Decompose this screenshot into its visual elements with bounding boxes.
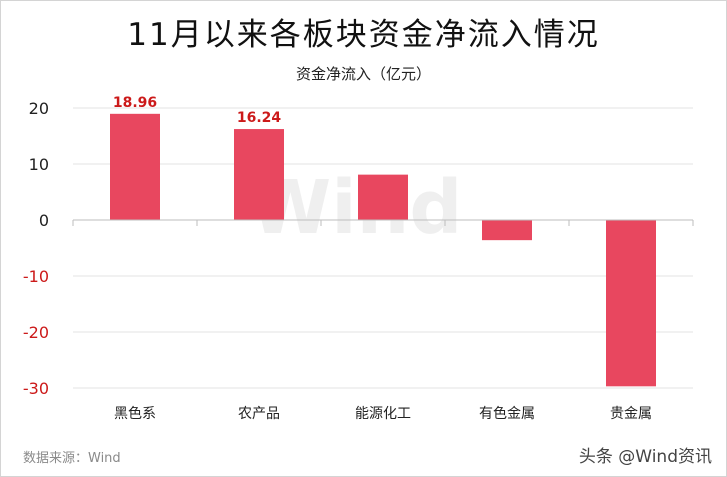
chart-subtitle: 资金净流入（亿元）	[295, 65, 431, 83]
y-tick-label: -10	[23, 267, 49, 286]
x-category-label: 黑色系	[114, 405, 156, 422]
data-label: 16.24	[237, 110, 282, 126]
bar	[606, 220, 656, 387]
y-tick-label: -30	[23, 379, 49, 398]
data-source: 数据来源：Wind	[23, 451, 121, 466]
watermark-text: Wind	[250, 165, 463, 251]
chart-title: 11月以来各板块资金净流入情况	[127, 17, 600, 53]
y-tick-label: -20	[23, 323, 49, 342]
x-category-label: 能源化工	[355, 406, 411, 422]
bar	[234, 129, 284, 220]
x-category-label: 农产品	[238, 406, 280, 422]
bar	[110, 113, 160, 220]
y-tick-label: 0	[39, 211, 49, 230]
x-category-label: 贵金属	[610, 406, 652, 422]
corner-watermark: 头条 @Wind资讯	[578, 447, 712, 467]
x-category-label: 有色金属	[479, 405, 535, 422]
y-tick-label: 10	[29, 155, 49, 174]
bar	[482, 220, 532, 241]
data-label: 18.96	[113, 95, 157, 111]
y-tick-label: 20	[29, 99, 49, 118]
bar	[358, 174, 408, 220]
